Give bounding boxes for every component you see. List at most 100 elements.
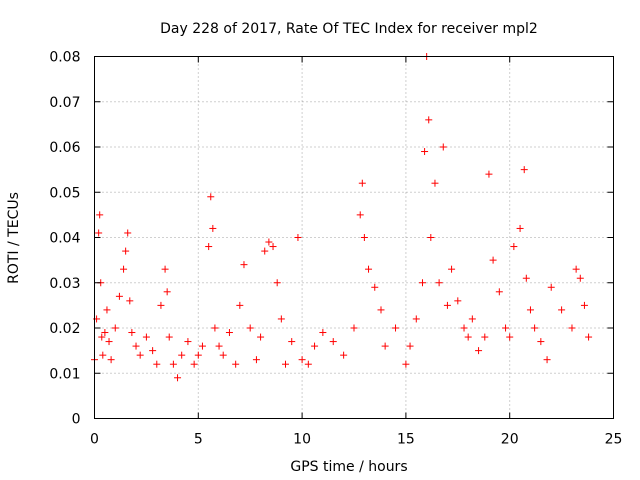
data-point [520, 166, 528, 174]
data-point [585, 333, 593, 341]
data-point [96, 211, 104, 219]
data-point [522, 274, 530, 282]
data-point [419, 279, 427, 287]
data-point [576, 274, 584, 282]
data-point [105, 338, 113, 346]
data-point [402, 360, 410, 368]
data-point [443, 301, 451, 309]
chart-title: Day 228 of 2017, Rate Of TEC Index for r… [160, 21, 538, 37]
data-point [265, 238, 273, 246]
data-point [142, 333, 150, 341]
data-point [485, 170, 493, 178]
data-point [194, 351, 202, 359]
data-point [257, 333, 265, 341]
data-point [169, 360, 177, 368]
data-point [277, 315, 285, 323]
data-points [91, 53, 593, 382]
y-tick-label: 0 [72, 412, 81, 428]
data-point [161, 265, 169, 273]
data-point [198, 342, 206, 350]
data-point [209, 224, 217, 232]
x-tick-label: 10 [293, 432, 311, 448]
y-tick-label: 0.05 [49, 185, 80, 201]
data-point [136, 351, 144, 359]
data-point [340, 351, 348, 359]
data-point [392, 324, 400, 332]
data-point [425, 116, 433, 124]
data-point [157, 301, 165, 309]
data-point [460, 324, 468, 332]
data-point [412, 315, 420, 323]
data-point [273, 279, 281, 287]
y-tick-label: 0.08 [49, 50, 80, 66]
data-point [236, 301, 244, 309]
x-tick-label: 15 [397, 432, 415, 448]
data-point [153, 360, 161, 368]
data-point [558, 306, 566, 314]
data-point [377, 306, 385, 314]
data-point [502, 324, 510, 332]
data-point [495, 288, 503, 296]
data-point [205, 243, 213, 251]
data-point [506, 333, 514, 341]
data-point [128, 329, 136, 337]
data-point [190, 360, 198, 368]
data-point [219, 351, 227, 359]
data-point [547, 283, 555, 291]
data-point [124, 229, 132, 237]
x-tick-labels: 0 5 10 15 20 25 [90, 432, 622, 448]
y-tick-label: 0.03 [49, 276, 80, 292]
grid-lines [94, 56, 614, 419]
data-point [288, 338, 296, 346]
data-point [294, 234, 302, 241]
data-point [371, 283, 379, 291]
data-point [103, 306, 111, 314]
data-point [468, 315, 476, 323]
data-point [319, 329, 327, 337]
data-point [246, 324, 254, 332]
x-tick-label: 25 [605, 432, 623, 448]
data-point [543, 356, 551, 364]
y-tick-labels: 0 0.01 0.02 0.03 0.04 0.05 0.06 0.07 0.08 [49, 50, 80, 428]
data-point [126, 297, 134, 305]
data-point [439, 143, 447, 151]
data-point [421, 148, 429, 156]
data-point [111, 324, 119, 332]
data-point [207, 193, 215, 201]
data-point [464, 333, 472, 341]
data-point [211, 324, 219, 332]
data-point [435, 279, 443, 287]
data-point [454, 297, 462, 305]
data-point [448, 265, 456, 273]
data-point [568, 324, 576, 332]
data-point [261, 247, 269, 255]
data-point [311, 342, 319, 350]
data-point [358, 179, 366, 187]
data-point [489, 256, 497, 264]
data-point [215, 342, 223, 350]
data-point [269, 243, 277, 251]
data-point [174, 374, 182, 382]
data-point [252, 356, 260, 364]
y-tick-label: 0.06 [49, 140, 80, 156]
data-point [178, 351, 186, 359]
y-tick-label: 0.04 [49, 231, 80, 247]
data-point [356, 211, 364, 219]
data-point [184, 338, 192, 346]
data-point [531, 324, 539, 332]
y-tick-label: 0.02 [49, 321, 80, 337]
data-point [365, 265, 373, 273]
data-point [475, 347, 483, 355]
data-point [107, 356, 115, 364]
data-point [225, 329, 233, 337]
data-point [281, 360, 289, 368]
data-point [163, 288, 171, 296]
x-tick-label: 20 [501, 432, 519, 448]
data-point [120, 265, 128, 273]
data-point [165, 333, 173, 341]
axis-ticks [94, 56, 614, 419]
data-point [381, 342, 389, 350]
data-point [115, 292, 123, 300]
data-point [95, 229, 103, 237]
